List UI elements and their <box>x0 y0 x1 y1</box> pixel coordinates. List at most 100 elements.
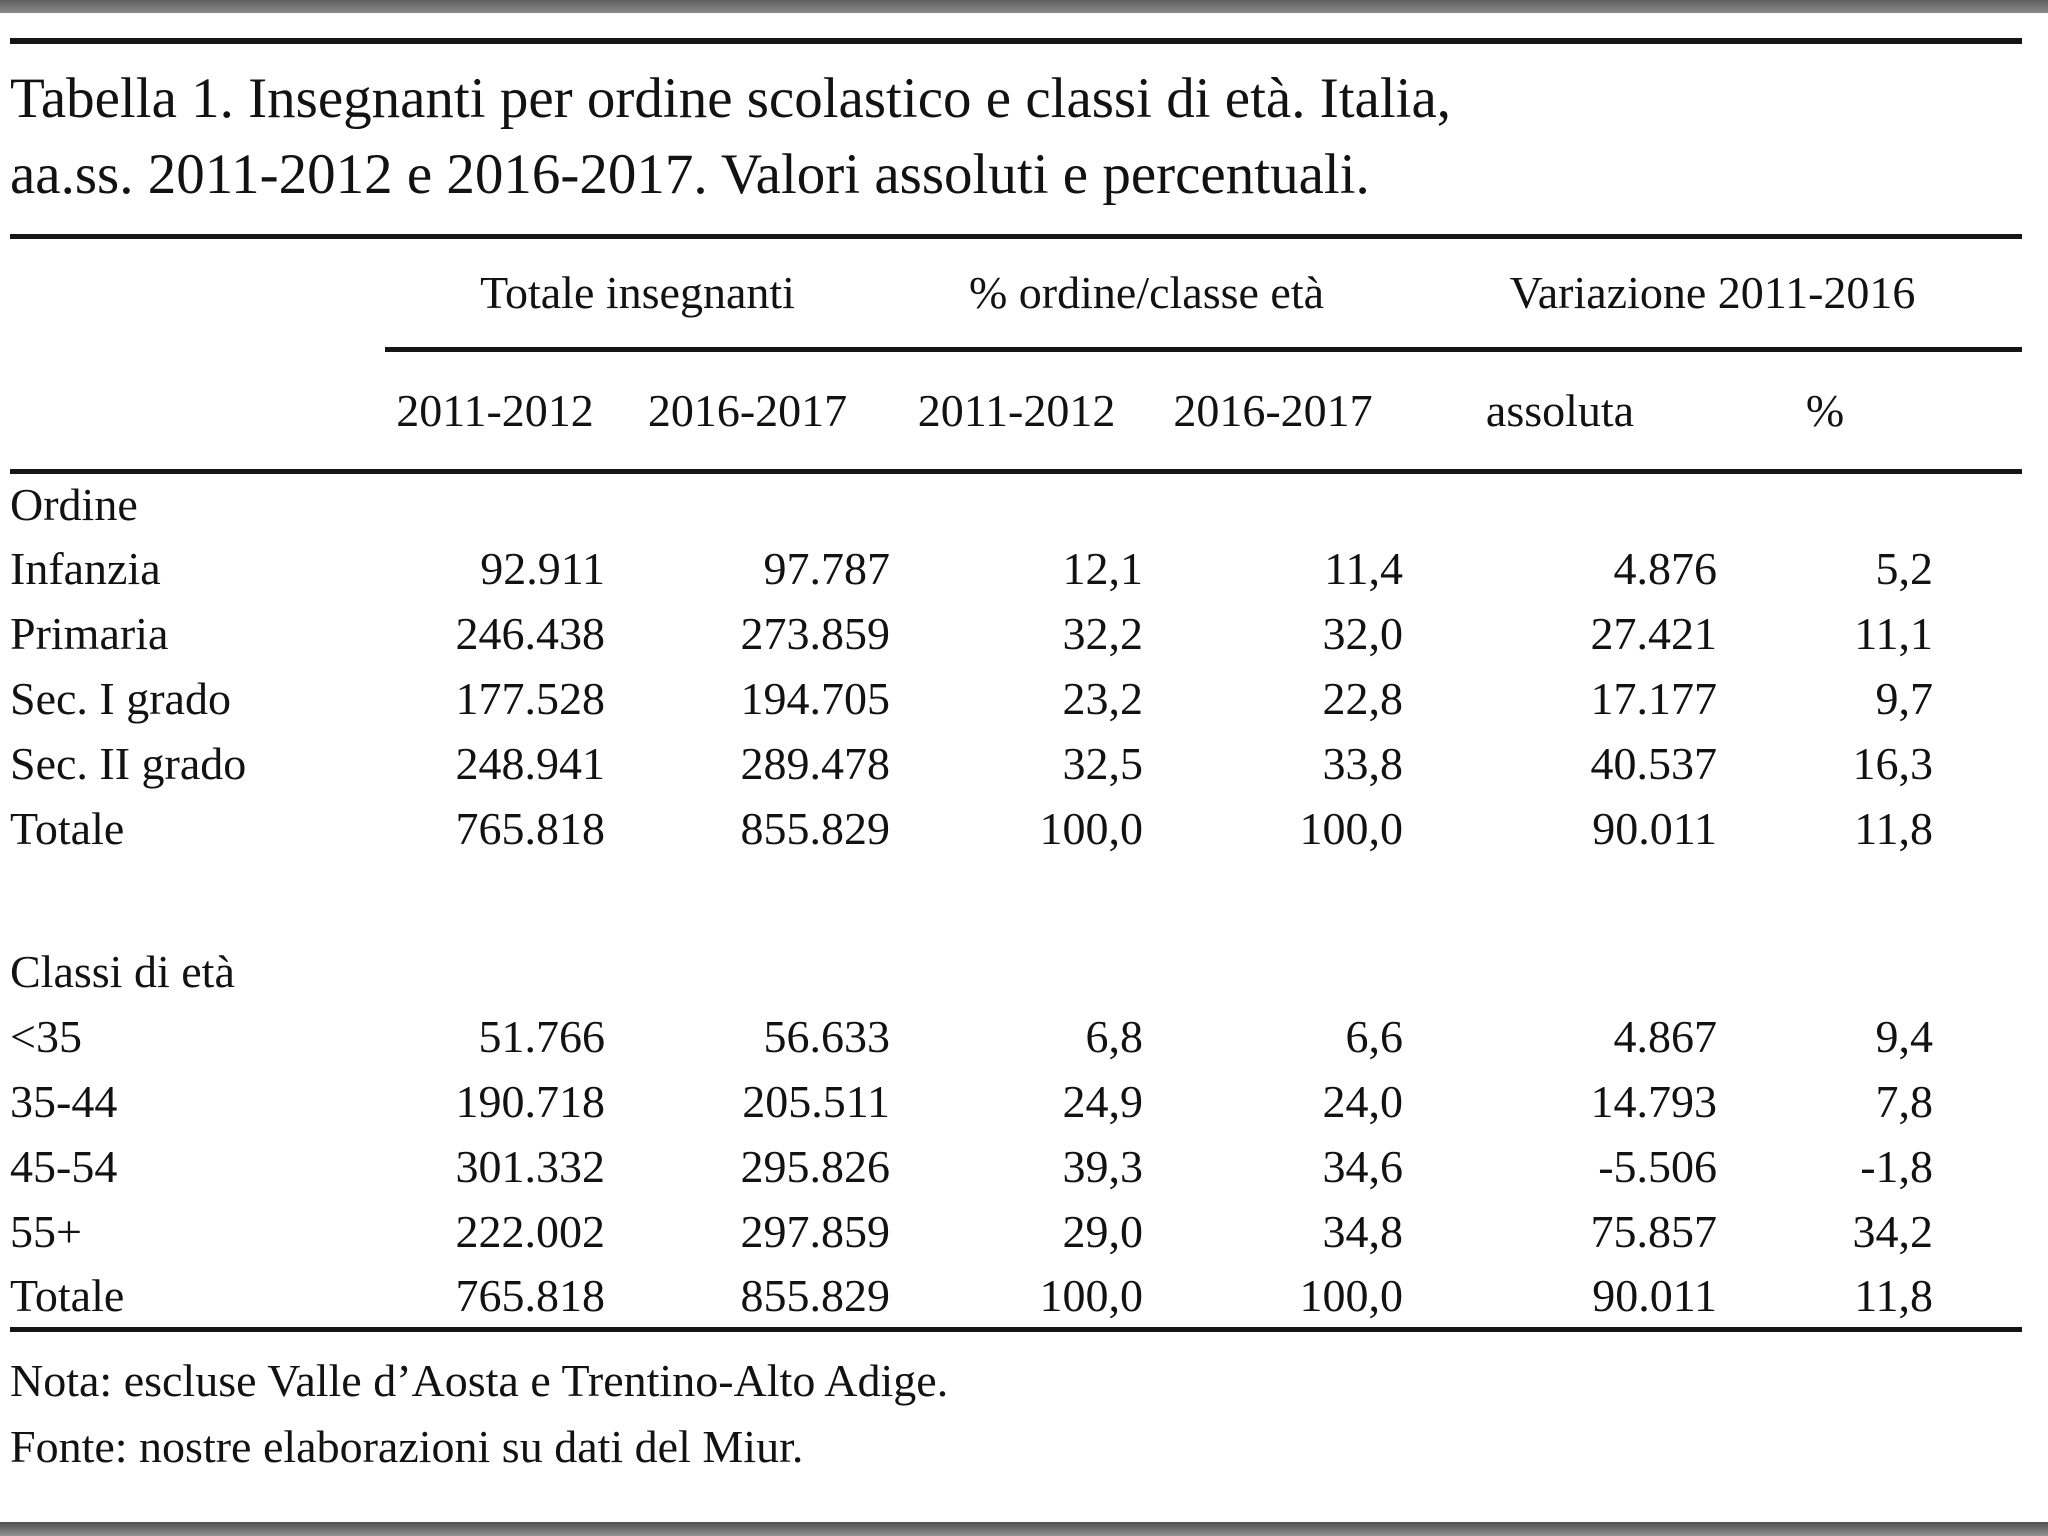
note-line: Nota: escluse Valle d’Aosta e Trentino-A… <box>10 1354 949 1406</box>
value-cell: 855.829 <box>740 803 891 854</box>
value-cell: 12,1 <box>1062 543 1144 594</box>
row-label: 35-44 <box>10 1076 118 1127</box>
subheader-2016-2017-pct: 2016-2017 <box>1143 349 1404 474</box>
value-cell: 11,8 <box>1854 803 1934 854</box>
value-cell: 97.787 <box>763 543 891 594</box>
value-cell: 34,8 <box>1322 1206 1404 1257</box>
value-cell: 205.511 <box>742 1076 891 1127</box>
table-row: 55+ 222.002 297.859 29,0 34,8 75.857 34,2 <box>10 1199 2022 1264</box>
row-label: Infanzia <box>10 543 161 594</box>
value-cell: 194.705 <box>740 673 891 724</box>
data-table: Totale insegnanti % ordine/classe età Va… <box>10 239 2023 1332</box>
table-row: 45-54 301.332 295.826 39,3 34,6 -5.506 -1,8 <box>10 1134 2022 1199</box>
sub-header-row: 2011-2012 2016-2017 2011-2012 2016-2017 … <box>10 349 2023 474</box>
section-header-row: Classi di età <box>10 939 2022 1004</box>
stub-header <box>10 239 385 349</box>
value-cell: 273.859 <box>740 608 891 659</box>
stub-subheader <box>10 349 385 474</box>
row-label: Sec. I grado <box>10 673 231 724</box>
value-cell: 100,0 <box>1299 803 1404 854</box>
table-row: Primaria 246.438 273.859 32,2 32,0 27.421 11,1 <box>10 601 2022 666</box>
value-cell: 100,0 <box>1039 803 1144 854</box>
value-cell: 32,2 <box>1062 608 1144 659</box>
value-cell: 24,0 <box>1322 1076 1404 1127</box>
value-cell: 6,6 <box>1345 1011 1404 1062</box>
value-cell: 301.332 <box>455 1141 606 1192</box>
table-row: Infanzia 92.911 97.787 12,1 11,4 4.876 5,2 <box>10 536 2022 601</box>
value-cell: 100,0 <box>1039 1269 1144 1321</box>
value-cell: 32,0 <box>1322 608 1404 659</box>
value-cell: 17.177 <box>1590 673 1718 724</box>
value-cell: -5.506 <box>1598 1141 1718 1192</box>
value-cell: 6,8 <box>1085 1011 1144 1062</box>
value-cell: 248.941 <box>455 738 606 789</box>
value-cell: 32,5 <box>1062 738 1144 789</box>
value-cell: 295.826 <box>740 1141 891 1192</box>
table-row: 35-44 190.718 205.511 24,9 24,0 14.793 7,8 <box>10 1069 2022 1134</box>
value-cell: 4.876 <box>1613 543 1718 594</box>
value-cell: 34,6 <box>1322 1141 1404 1192</box>
value-cell: 7,8 <box>1875 1076 1934 1127</box>
value-cell: 855.829 <box>740 1269 891 1321</box>
value-cell: 9,4 <box>1875 1011 1934 1062</box>
subheader-2011-2012-totale: 2011-2012 <box>385 349 605 474</box>
value-cell: 40.537 <box>1590 738 1718 789</box>
value-cell: 297.859 <box>740 1206 891 1257</box>
table-row: Sec. I grado 177.528 194.705 23,2 22,8 17.177… <box>10 666 2022 731</box>
source-line: Fonte: nostre elaborazioni su dati del M… <box>10 1420 804 1472</box>
value-cell: 22,8 <box>1322 673 1404 724</box>
viewer-bottom-bar <box>0 1522 2048 1536</box>
value-cell: 4.867 <box>1613 1011 1718 1062</box>
value-cell: 90.011 <box>1592 803 1718 854</box>
column-group-header-row: Totale insegnanti % ordine/classe età Va… <box>10 239 2023 352</box>
value-cell: 11,4 <box>1324 543 1404 594</box>
value-cell: 29,0 <box>1062 1206 1144 1257</box>
value-cell: 92.911 <box>480 543 605 594</box>
subheader-percent: % <box>1717 349 2023 474</box>
value-cell: 14.793 <box>1590 1076 1718 1127</box>
value-cell: 9,7 <box>1875 673 1934 724</box>
row-label: 55+ <box>10 1206 82 1257</box>
value-cell: 11,8 <box>1854 1269 1934 1321</box>
value-cell: -1,8 <box>1860 1141 1934 1192</box>
subheader-2016-2017-totale: 2016-2017 <box>605 349 891 474</box>
value-cell: 39,3 <box>1062 1141 1144 1192</box>
value-cell: 765.818 <box>455 1269 606 1321</box>
table-row: Sec. II grado 248.941 289.478 32,5 33,8 40.53… <box>10 731 2022 796</box>
value-cell: 90.011 <box>1592 1269 1718 1321</box>
table-notes: Nota: escluse Valle d’Aosta e Trentino-A… <box>10 1348 2022 1480</box>
value-cell: 190.718 <box>455 1076 606 1127</box>
value-cell: 24,9 <box>1062 1076 1144 1127</box>
table-row: <35 51.766 56.633 6,8 6,6 4.867 9,4 <box>10 1004 2022 1069</box>
value-cell: 51.766 <box>478 1011 606 1062</box>
table-row: Totale 765.818 855.829 100,0 100,0 90.011 11,8 <box>10 796 2022 861</box>
value-cell: 16,3 <box>1852 738 1934 789</box>
value-cell: 222.002 <box>455 1206 606 1257</box>
section-gap-row <box>10 861 2022 939</box>
value-cell: 56.633 <box>763 1011 891 1062</box>
table-row: Totale 765.818 855.829 100,0 100,0 90.011 11,8 <box>10 1264 2022 1329</box>
row-label: 45-54 <box>10 1141 118 1192</box>
value-cell: 75.857 <box>1590 1206 1718 1257</box>
value-cell: 246.438 <box>455 608 606 659</box>
group-header-pct-ordine-classe: % ordine/classe età <box>890 239 1404 352</box>
group-header-variazione: Variazione 2011-2016 <box>1403 239 2023 352</box>
subheader-2011-2012-pct: 2011-2012 <box>890 349 1144 474</box>
table-title: Tabella 1. Insegnanti per ordine scolast… <box>10 44 2022 239</box>
value-cell: 23,2 <box>1062 673 1144 724</box>
row-label: Sec. II grado <box>10 738 247 789</box>
section-header-row: Ordine <box>10 471 2022 536</box>
viewer-top-bar <box>0 0 2048 13</box>
section-label: Classi di età <box>10 946 235 997</box>
row-label: <35 <box>10 1011 82 1062</box>
value-cell: 289.478 <box>740 738 891 789</box>
value-cell: 5,2 <box>1875 543 1934 594</box>
table-title-line-1: Tabella 1. Insegnanti per ordine scolast… <box>10 67 1452 130</box>
value-cell: 100,0 <box>1299 1269 1404 1321</box>
table-body: Ordine Infanzia 92.911 97.787 12,1 11,4 4.876 5… <box>10 471 2022 1329</box>
paper-page: Tabella 1. Insegnanti per ordine scolast… <box>10 38 2023 1480</box>
value-cell: 765.818 <box>455 803 606 854</box>
value-cell: 27.421 <box>1590 608 1718 659</box>
value-cell: 177.528 <box>455 673 606 724</box>
value-cell: 11,1 <box>1854 608 1934 659</box>
